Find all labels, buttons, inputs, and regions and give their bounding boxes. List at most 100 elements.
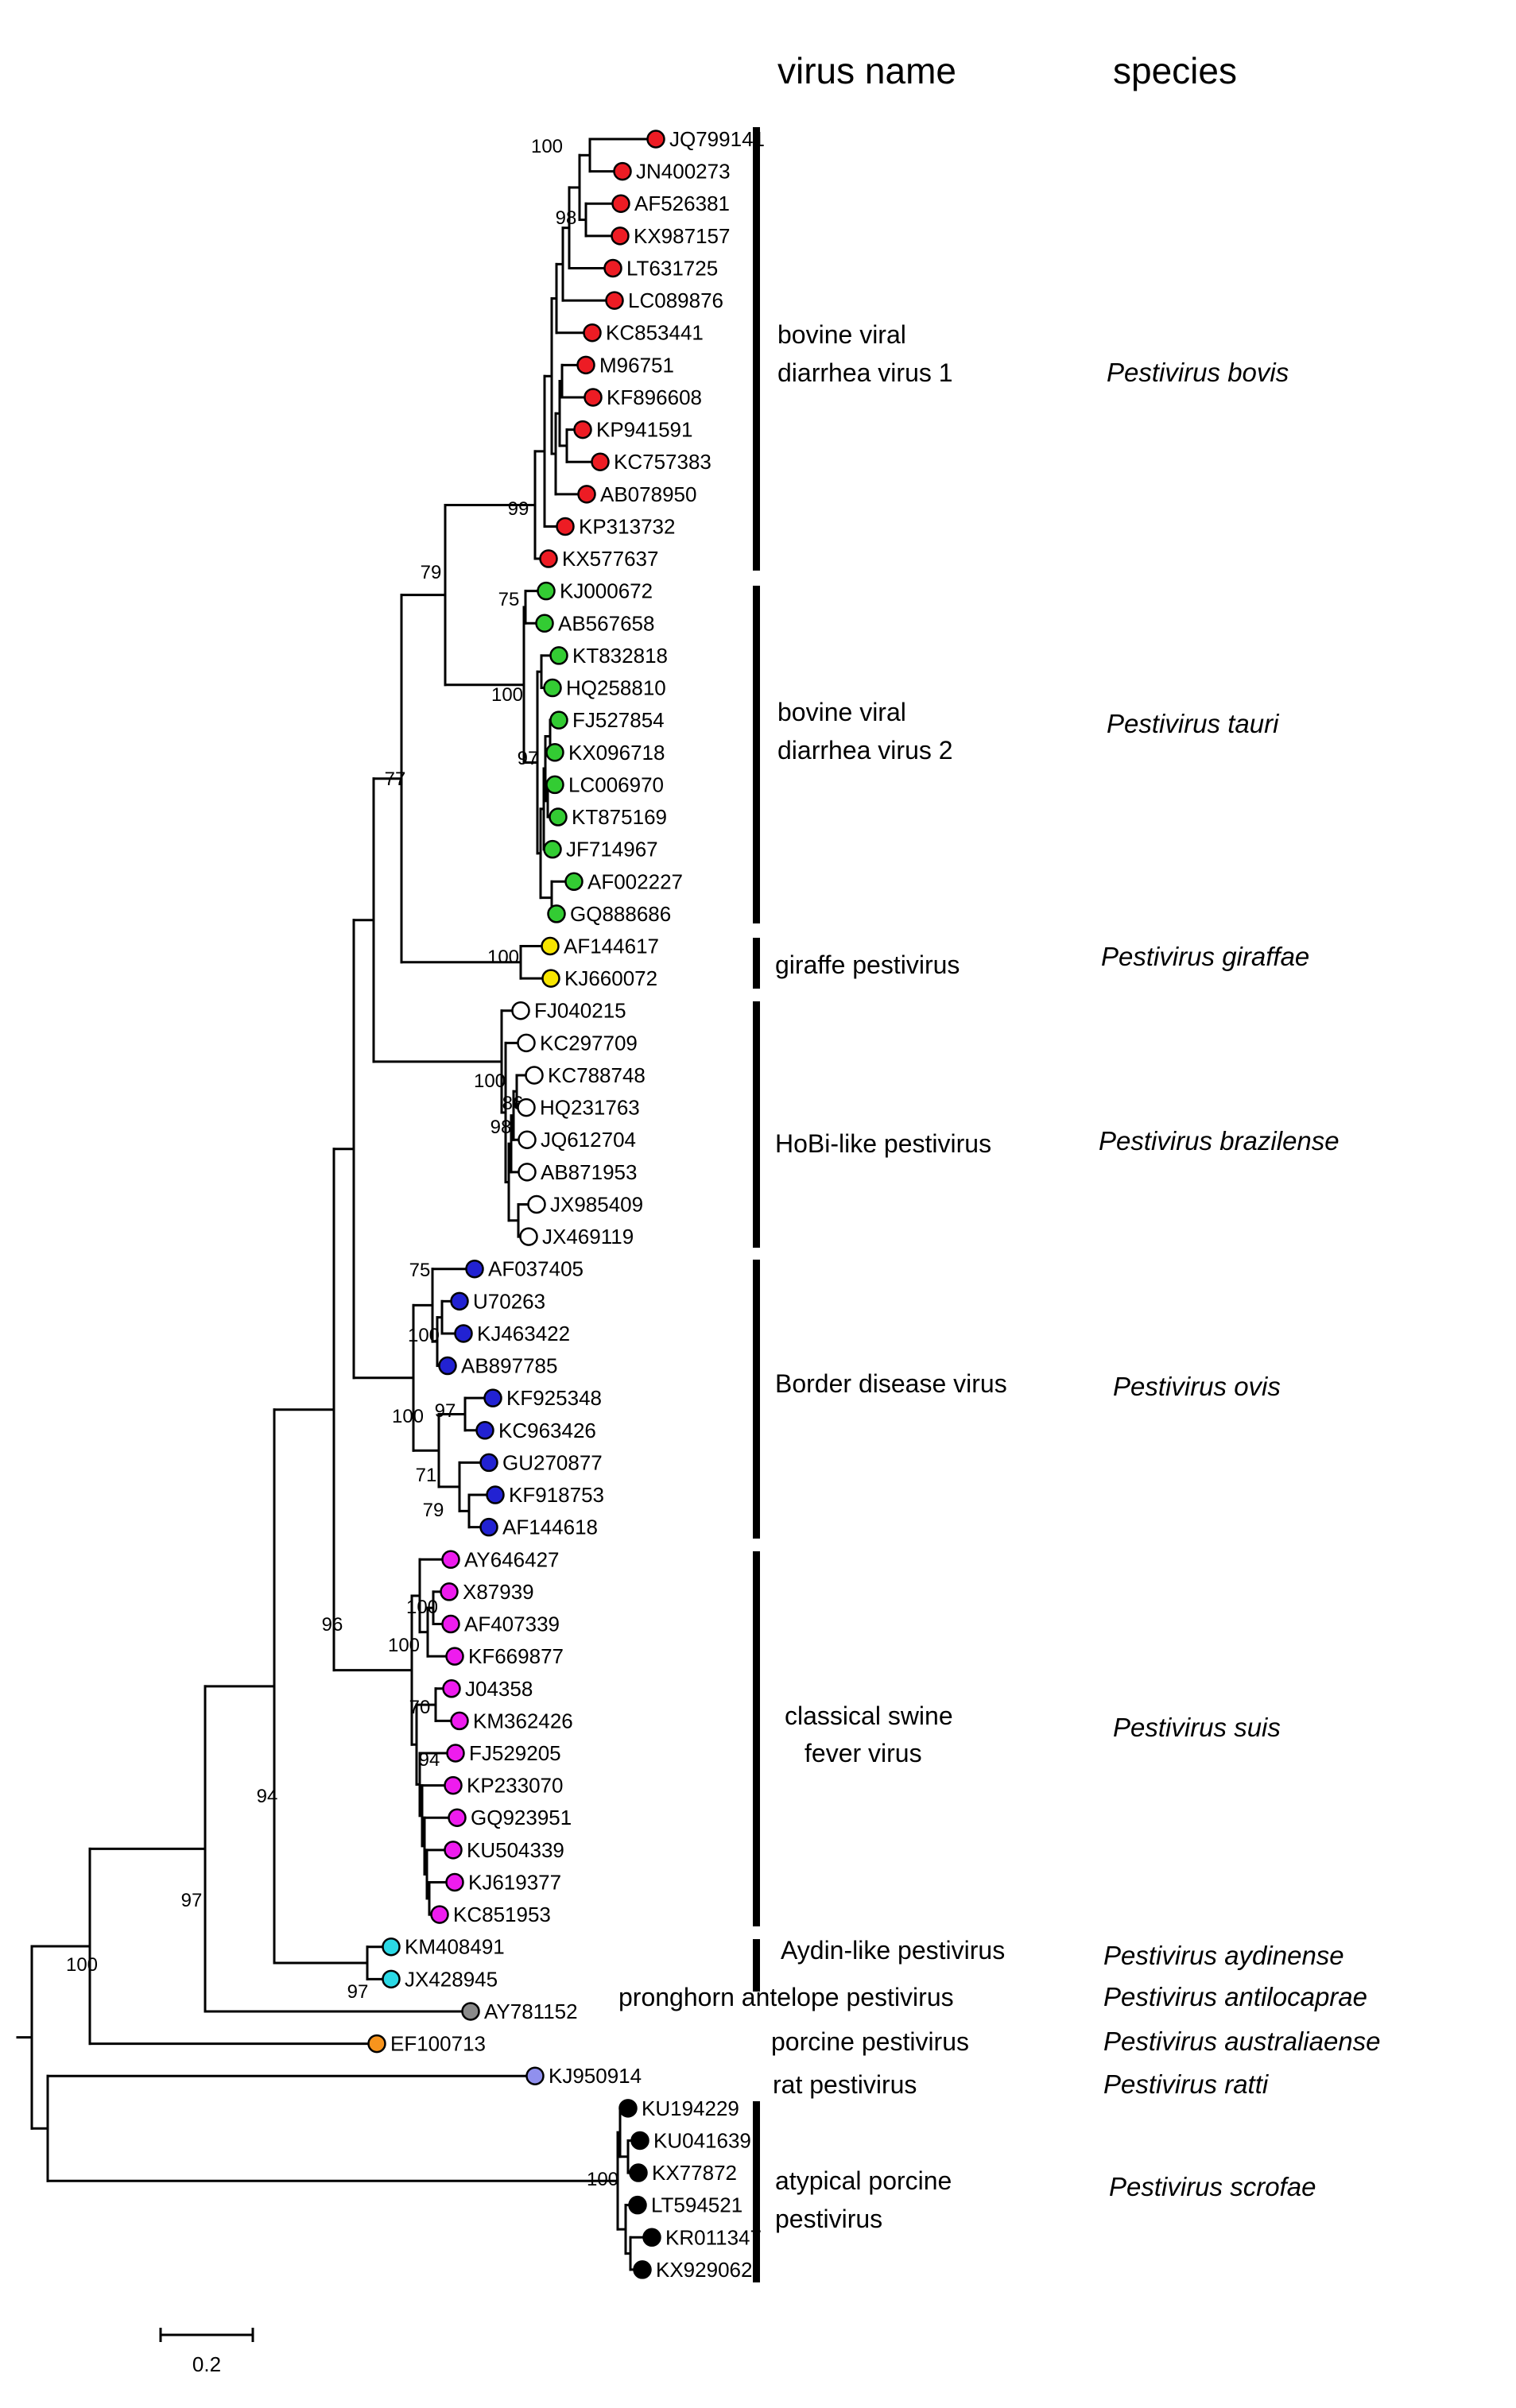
taxon-accession-label: HQ258810	[566, 676, 666, 700]
clade-bar	[753, 127, 760, 571]
virus-name-label: HoBi-like pestivirus	[775, 1129, 991, 1158]
taxon-accession-label: AB078950	[600, 482, 696, 506]
virus-name-label: Aydin-like pestivirus	[781, 1936, 1005, 1965]
bootstrap-value: 77	[385, 768, 406, 790]
species-label: Pestivirus ovis	[1113, 1372, 1281, 1401]
taxon-accession-label: KU041639	[653, 2128, 751, 2152]
bootstrap-value: 100	[491, 684, 523, 706]
bootstrap-value: 75	[498, 589, 520, 610]
bootstrap-value: 100	[66, 1954, 98, 1976]
bootstrap-value: 100	[408, 1325, 440, 1346]
taxon-dot	[618, 2099, 638, 2118]
taxon-accession-label: KT832818	[572, 644, 668, 668]
taxon-dot	[543, 678, 562, 698]
taxon-accession-label: LT631725	[626, 256, 718, 280]
taxon-accession-label: GU270877	[502, 1450, 603, 1474]
species-label: Pestivirus aydinense	[1103, 1941, 1344, 1970]
taxon-dot	[577, 485, 596, 504]
taxon-accession-label: KC297709	[540, 1031, 638, 1055]
bootstrap-value: 79	[421, 562, 442, 583]
taxon-dot	[583, 323, 602, 343]
taxon-accession-label: KP313732	[579, 514, 675, 538]
taxon-dot	[517, 1098, 536, 1117]
taxon-accession-label: KF925348	[506, 1386, 602, 1410]
taxon-dot	[445, 1647, 464, 1666]
taxon-accession-label: GQ888686	[570, 902, 671, 926]
taxon-accession-label: KU504339	[467, 1838, 564, 1862]
clade-bar	[753, 1260, 760, 1539]
taxon-accession-label: JQ612704	[541, 1128, 636, 1152]
taxon-dot	[603, 258, 622, 278]
taxon-accession-label: JX469119	[542, 1225, 634, 1249]
bootstrap-value: 99	[508, 498, 529, 520]
taxon-dot	[628, 2195, 647, 2215]
clade-bar	[753, 1939, 760, 1992]
taxon-accession-label: AF526381	[634, 192, 730, 215]
bootstrap-value: 97	[347, 1981, 369, 2003]
taxon-accession-label: LC089876	[628, 288, 723, 312]
bootstrap-value: 94	[419, 1749, 440, 1771]
taxon-accession-label: KJ463422	[477, 1322, 570, 1345]
species-label: Pestivirus scrofae	[1109, 2172, 1316, 2201]
taxon-accession-label: KJ000672	[560, 579, 653, 603]
column-header-species: species	[1113, 50, 1237, 91]
taxon-dot	[611, 226, 630, 246]
taxon-accession-label: HQ231763	[540, 1096, 640, 1120]
taxon-accession-label: J04358	[465, 1677, 533, 1701]
taxon-accession-label: M96751	[599, 353, 674, 377]
taxon-dot	[450, 1711, 469, 1731]
column-header-virus-name: virus name	[777, 50, 956, 91]
virus-name-label: diarrhea virus 1	[777, 358, 953, 387]
taxon-dot	[486, 1485, 505, 1504]
taxon-accession-label: FJ040215	[534, 999, 626, 1023]
taxon-dot	[543, 839, 562, 859]
bootstrap-value: 94	[257, 1786, 278, 1807]
bootstrap-value: 97	[518, 748, 539, 769]
taxon-accession-label: KT875169	[572, 805, 667, 829]
taxon-accession-label: FJ529205	[469, 1741, 561, 1765]
taxon-dot	[483, 1388, 502, 1407]
scale-bar	[159, 2328, 254, 2342]
virus-name-label: pronghorn antelope pestivirus	[618, 1983, 954, 2011]
taxon-dot	[518, 1163, 537, 1182]
taxon-dot	[511, 1001, 530, 1020]
taxon-dot	[444, 1775, 463, 1795]
taxon-accession-label: KF918753	[509, 1483, 604, 1507]
bootstrap-value: 98	[556, 207, 577, 229]
virus-name-label: bovine viral	[777, 320, 906, 349]
species-label: Pestivirus giraffae	[1101, 942, 1309, 971]
taxon-dot	[646, 130, 665, 149]
taxon-accession-label: U70263	[473, 1289, 545, 1313]
taxon-accession-label: KP233070	[467, 1774, 563, 1798]
taxon-accession-label: KX987157	[634, 224, 730, 248]
taxon-accession-label: AB897785	[461, 1354, 557, 1378]
taxon-accession-label: LT594521	[651, 2193, 742, 2217]
virus-name-label: diarrhea virus 2	[777, 736, 953, 765]
species-label: Pestivirus brazilense	[1099, 1126, 1340, 1156]
taxon-accession-label: EF100713	[390, 2032, 486, 2056]
bootstrap-value: 70	[409, 1697, 431, 1718]
taxon-accession-label: X87939	[463, 1580, 534, 1604]
taxon-dot	[564, 872, 584, 892]
taxon-dot	[441, 1614, 460, 1634]
taxon-dot	[642, 2228, 661, 2247]
taxon-accession-label: AY781152	[484, 2000, 578, 2023]
taxon-dot	[613, 161, 632, 181]
taxon-dot	[629, 2163, 648, 2182]
taxon-accession-label: KX929062	[656, 2258, 752, 2282]
taxon-dot	[525, 1066, 544, 1085]
taxon-accession-label: JX985409	[550, 1192, 643, 1216]
species-label: Pestivirus ratti	[1103, 2069, 1270, 2099]
taxon-accession-label: KX096718	[568, 741, 665, 765]
taxon-accession-label: KJ950914	[549, 2064, 642, 2088]
taxon-dot	[475, 1421, 494, 1440]
virus-name-label: atypical porcine	[775, 2166, 952, 2195]
taxon-dot	[633, 2260, 652, 2279]
taxon-dot	[517, 1033, 536, 1053]
taxon-dot	[573, 420, 592, 439]
taxon-dot	[479, 1453, 498, 1473]
taxon-dot	[541, 969, 560, 988]
taxon-accession-label: AF407339	[464, 1612, 560, 1636]
taxon-dot	[541, 936, 560, 956]
